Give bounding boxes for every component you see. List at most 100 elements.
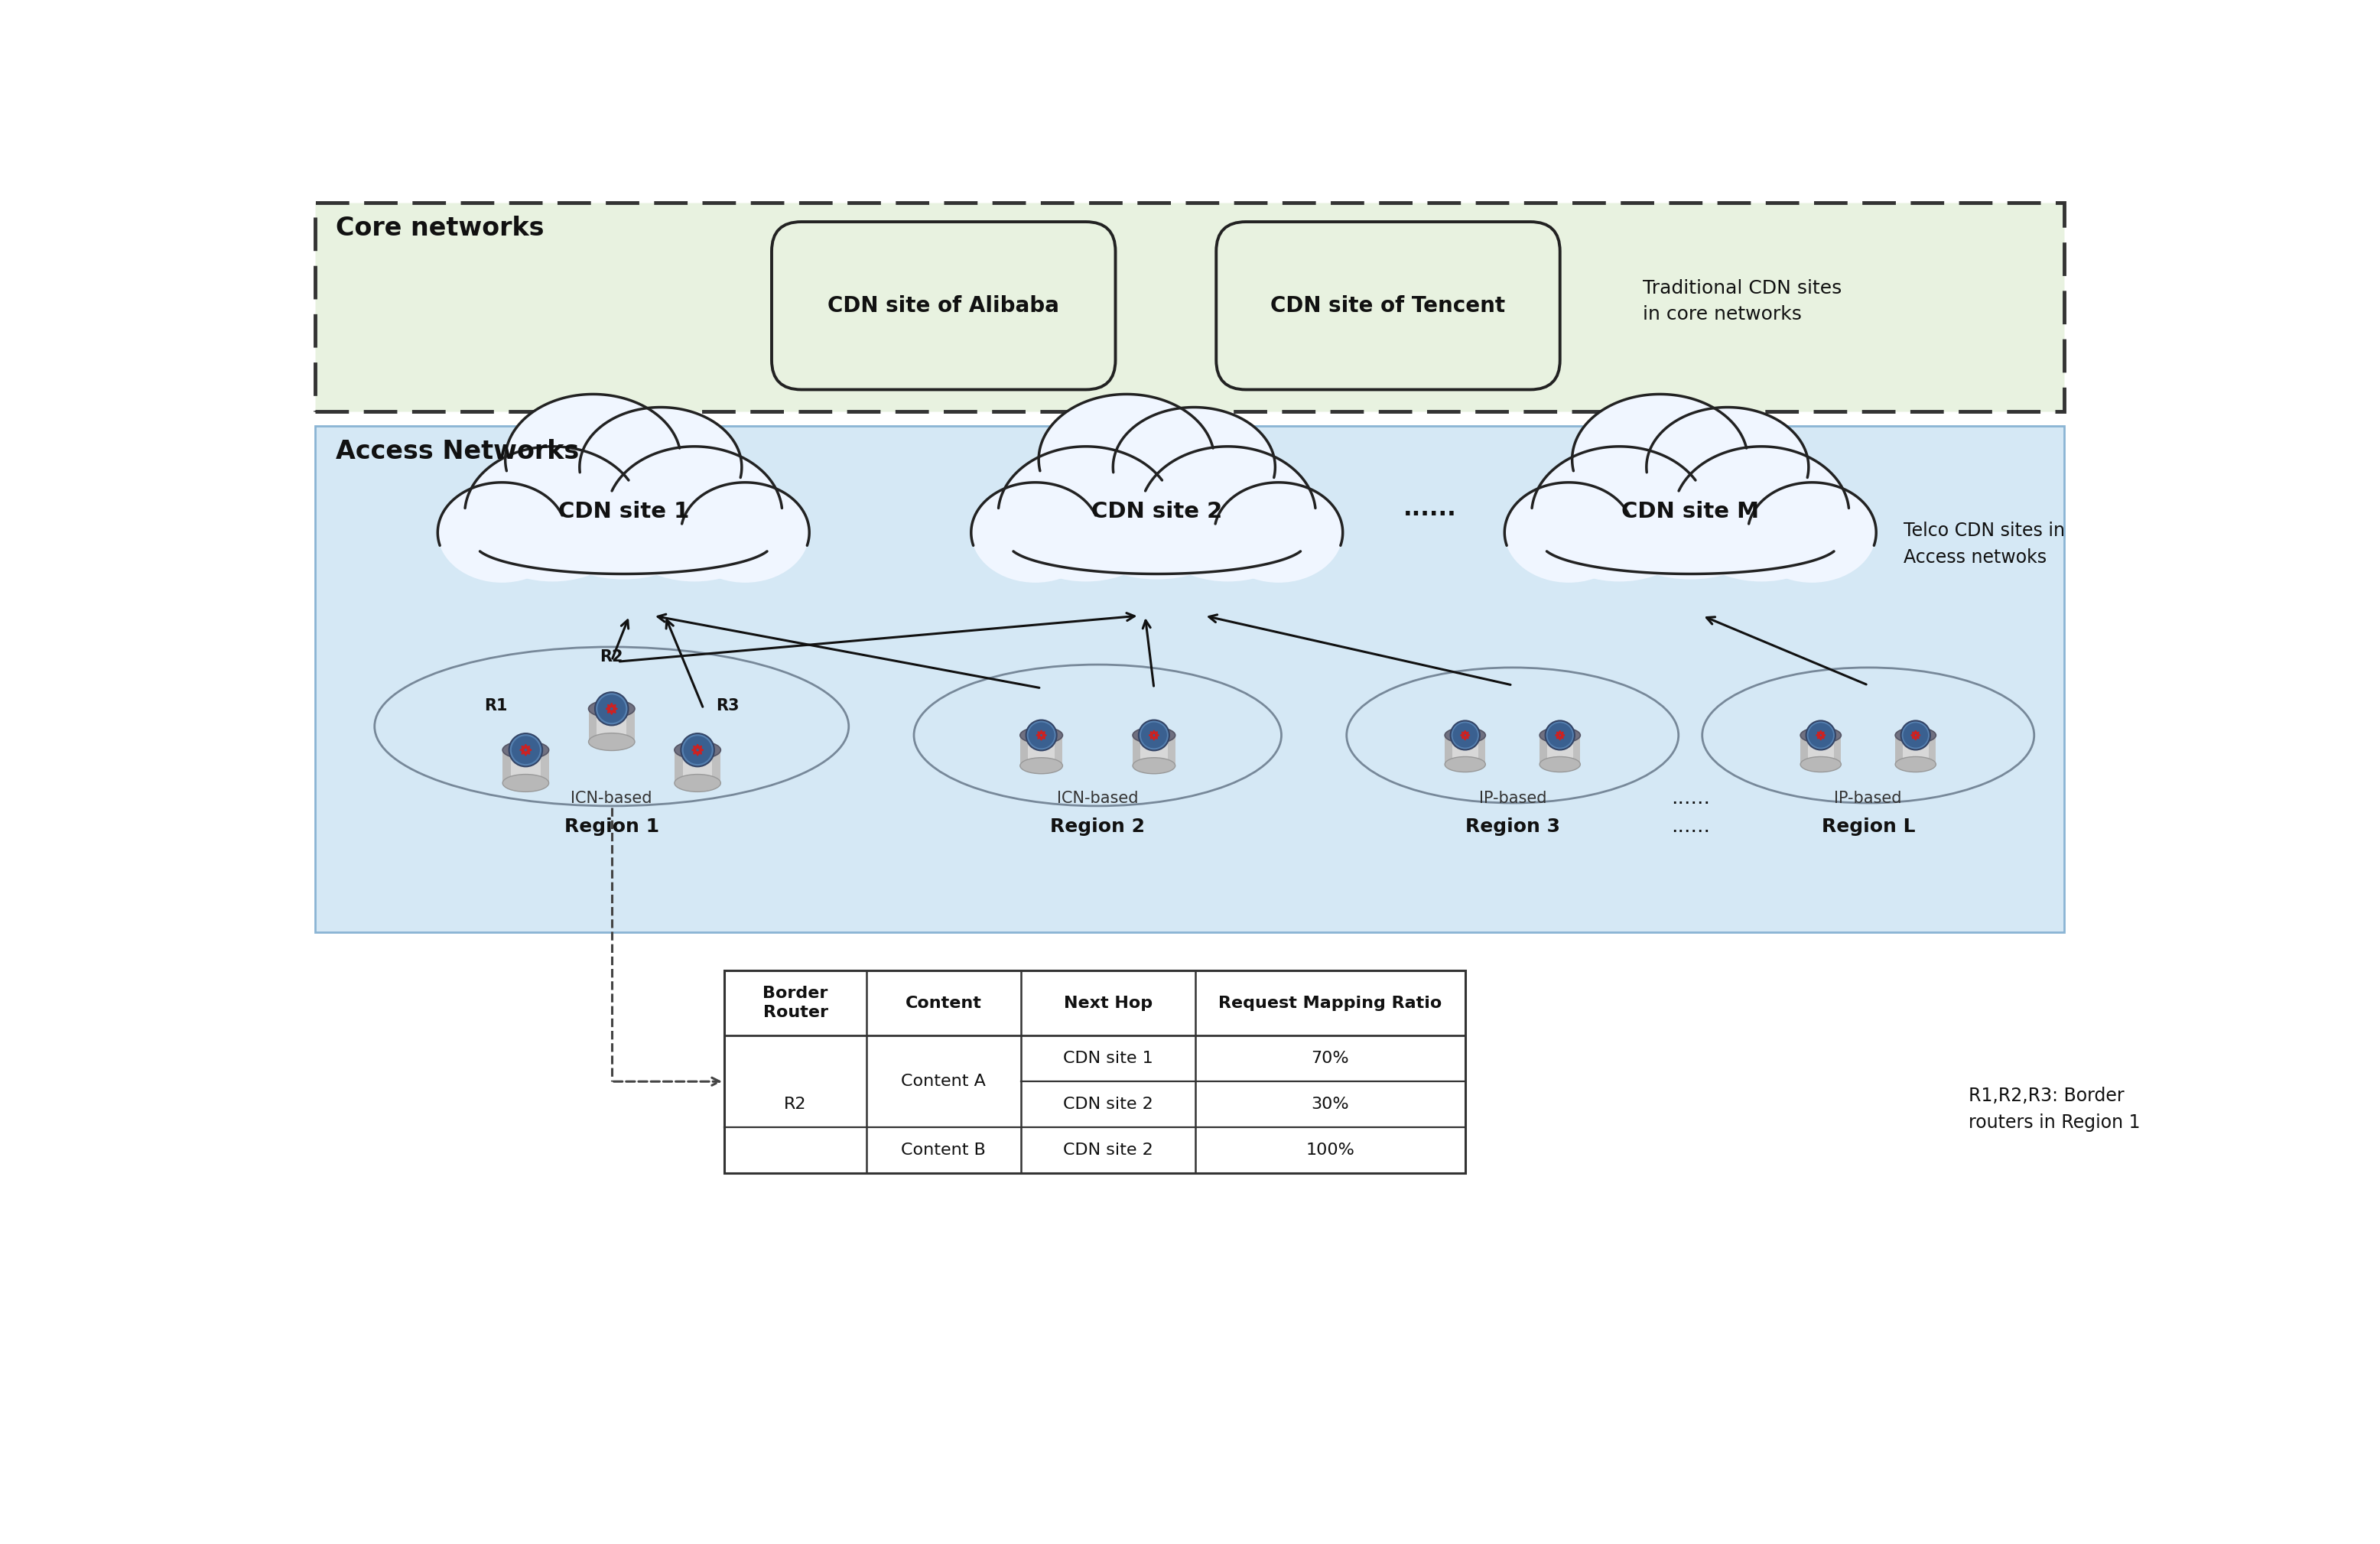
- Text: ICN-based: ICN-based: [571, 791, 652, 806]
- Text: ......: ......: [1671, 789, 1709, 808]
- Circle shape: [1902, 721, 1930, 750]
- Text: R3: R3: [716, 698, 738, 713]
- Text: Region 1: Region 1: [564, 817, 659, 835]
- Text: IP-based: IP-based: [1478, 791, 1547, 806]
- Bar: [1894, 735, 1902, 764]
- Text: Region L: Region L: [1821, 817, 1916, 835]
- Bar: [1169, 735, 1176, 766]
- Ellipse shape: [1504, 482, 1633, 582]
- Text: Content A: Content A: [902, 1075, 985, 1089]
- Text: IP-based: IP-based: [1835, 791, 1902, 806]
- Circle shape: [512, 736, 540, 764]
- Ellipse shape: [1533, 446, 1706, 582]
- Ellipse shape: [1052, 415, 1261, 579]
- Bar: [476, 519, 771, 568]
- Circle shape: [681, 733, 714, 766]
- Text: Core networks: Core networks: [336, 215, 545, 241]
- Text: Traditional CDN sites
in core networks: Traditional CDN sites in core networks: [1642, 279, 1842, 323]
- Text: CDN site of Tencent: CDN site of Tencent: [1271, 295, 1507, 317]
- Ellipse shape: [588, 699, 635, 718]
- Circle shape: [1806, 721, 1835, 750]
- FancyBboxPatch shape: [771, 222, 1116, 389]
- Text: Request Mapping Ratio: Request Mapping Ratio: [1219, 996, 1442, 1011]
- Text: Content B: Content B: [902, 1143, 985, 1158]
- Bar: [1833, 735, 1842, 764]
- Text: CDN site 2: CDN site 2: [1092, 500, 1223, 522]
- Bar: [502, 750, 512, 783]
- Ellipse shape: [1540, 727, 1580, 743]
- Bar: [1540, 735, 1547, 764]
- Bar: [1573, 735, 1580, 764]
- Bar: [1021, 735, 1061, 766]
- Ellipse shape: [1140, 446, 1316, 582]
- Circle shape: [595, 692, 628, 726]
- Bar: [1133, 735, 1176, 766]
- Ellipse shape: [1894, 727, 1935, 743]
- Text: 30%: 30%: [1311, 1096, 1349, 1112]
- Ellipse shape: [1799, 727, 1842, 743]
- Text: CDN site 1: CDN site 1: [1064, 1051, 1152, 1067]
- Text: ICN-based: ICN-based: [1057, 791, 1138, 806]
- Text: 70%: 70%: [1311, 1051, 1349, 1067]
- Text: ......: ......: [1402, 497, 1457, 520]
- Ellipse shape: [681, 482, 809, 582]
- Ellipse shape: [502, 741, 550, 758]
- Ellipse shape: [1133, 727, 1176, 743]
- Circle shape: [1028, 723, 1054, 749]
- FancyBboxPatch shape: [314, 426, 2063, 933]
- Circle shape: [1138, 720, 1169, 750]
- Bar: [1542, 519, 1840, 568]
- Ellipse shape: [971, 482, 1100, 582]
- Bar: [1445, 735, 1452, 764]
- Text: R2: R2: [783, 1096, 807, 1112]
- Ellipse shape: [502, 775, 550, 792]
- Ellipse shape: [588, 733, 635, 750]
- FancyBboxPatch shape: [1216, 222, 1559, 389]
- Bar: [626, 709, 635, 741]
- Text: R2: R2: [600, 650, 624, 664]
- Ellipse shape: [1799, 757, 1842, 772]
- Ellipse shape: [581, 408, 743, 527]
- Ellipse shape: [1585, 415, 1795, 579]
- Ellipse shape: [1540, 757, 1580, 772]
- Bar: [1799, 735, 1809, 764]
- Bar: [712, 750, 721, 783]
- Ellipse shape: [674, 775, 721, 792]
- Text: Content: Content: [904, 996, 981, 1011]
- Text: CDN site of Alibaba: CDN site of Alibaba: [828, 295, 1059, 317]
- Circle shape: [1140, 723, 1166, 749]
- Bar: [674, 750, 721, 783]
- Bar: [1894, 735, 1935, 764]
- Ellipse shape: [1573, 394, 1747, 525]
- Bar: [1054, 735, 1061, 766]
- Text: Access Networks: Access Networks: [336, 438, 578, 465]
- Bar: [588, 709, 635, 741]
- Circle shape: [1545, 721, 1576, 750]
- Circle shape: [1449, 721, 1480, 750]
- Ellipse shape: [1894, 757, 1935, 772]
- Ellipse shape: [1673, 446, 1849, 582]
- Ellipse shape: [1647, 408, 1809, 527]
- Text: CDN site 1: CDN site 1: [557, 500, 690, 522]
- Bar: [1540, 735, 1580, 764]
- Bar: [1928, 735, 1935, 764]
- Ellipse shape: [1021, 727, 1061, 743]
- Circle shape: [597, 695, 626, 723]
- Circle shape: [1809, 723, 1833, 747]
- Bar: [724, 971, 1466, 1173]
- Text: Telco CDN sites in
Access netwoks: Telco CDN sites in Access netwoks: [1904, 522, 2066, 567]
- Bar: [1478, 735, 1485, 764]
- Bar: [540, 750, 550, 783]
- Ellipse shape: [1133, 758, 1176, 774]
- Bar: [674, 750, 683, 783]
- Ellipse shape: [1445, 727, 1485, 743]
- Bar: [1009, 519, 1307, 568]
- Text: Region 3: Region 3: [1466, 817, 1559, 835]
- Ellipse shape: [505, 394, 681, 525]
- Ellipse shape: [438, 482, 566, 582]
- Ellipse shape: [997, 446, 1173, 582]
- Ellipse shape: [519, 415, 728, 579]
- Ellipse shape: [674, 741, 721, 758]
- Text: 100%: 100%: [1307, 1143, 1354, 1158]
- Ellipse shape: [1038, 394, 1214, 525]
